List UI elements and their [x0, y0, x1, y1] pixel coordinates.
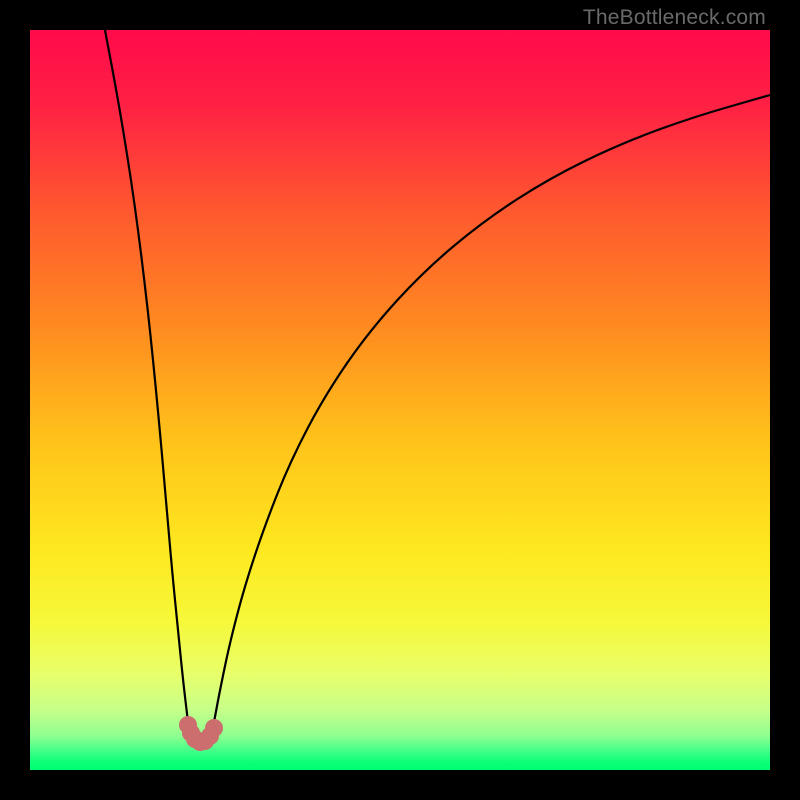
right-curve — [214, 95, 770, 722]
trough-marker — [205, 719, 223, 737]
plot-area — [30, 30, 770, 770]
curve-layer — [30, 30, 770, 770]
chart-frame: TheBottleneck.com — [0, 0, 800, 800]
left-curve — [105, 30, 188, 722]
watermark-text: TheBottleneck.com — [583, 6, 766, 30]
trough-markers — [179, 716, 223, 751]
